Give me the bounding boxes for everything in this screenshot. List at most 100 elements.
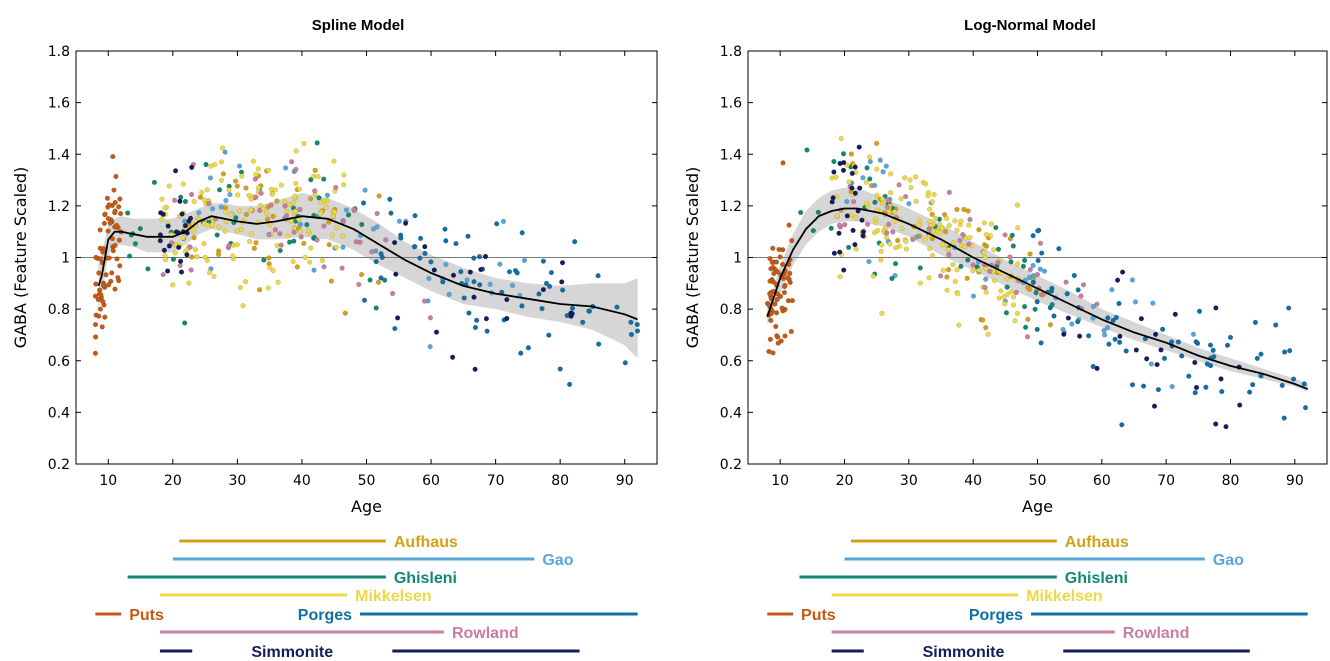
study-label-rowland: Rowland	[1123, 625, 1190, 642]
data-point-porges	[412, 213, 418, 219]
study-label-rowland: Rowland	[452, 625, 519, 642]
data-point-mikkelsen	[192, 246, 198, 253]
data-point-mikkelsen	[967, 235, 973, 241]
data-point-rowland	[842, 222, 848, 228]
data-point-mikkelsen	[903, 246, 910, 252]
data-point-mikkelsen	[228, 211, 234, 217]
data-point-porges	[1075, 319, 1081, 325]
data-point-rowland	[277, 231, 283, 237]
data-point-mikkelsen	[180, 181, 186, 187]
data-point-ghisleni	[203, 161, 209, 168]
x-tick-label: 30	[228, 473, 246, 489]
data-point-mikkelsen	[983, 289, 989, 295]
y-tick-label: 0.2	[48, 457, 70, 473]
data-point-porges	[494, 221, 500, 227]
data-point-ghisleni	[1032, 306, 1038, 312]
data-point-simmonite	[161, 247, 168, 253]
data-point-aufhaus	[945, 267, 952, 273]
data-point-porges	[634, 321, 640, 328]
data-point-gao	[1169, 384, 1175, 390]
data-point-porges	[387, 196, 393, 202]
data-point-gao	[521, 257, 528, 264]
study-label-puts: Puts	[129, 607, 164, 624]
data-point-mikkelsen	[917, 280, 924, 286]
data-point-rowland	[836, 222, 843, 228]
data-point-mikkelsen	[237, 208, 243, 214]
data-point-mikkelsen	[162, 205, 168, 211]
data-point-porges	[519, 230, 525, 236]
data-point-porges	[484, 328, 490, 334]
data-point-gao	[343, 207, 350, 213]
data-point-porges	[1258, 351, 1264, 357]
data-point-puts	[105, 216, 111, 222]
data-point-simmonite	[1094, 365, 1100, 372]
data-point-porges	[392, 326, 398, 332]
data-point-gao	[1109, 287, 1115, 293]
data-point-mikkelsen	[246, 192, 252, 199]
data-point-rowland	[390, 290, 396, 297]
data-point-rowland	[995, 260, 1001, 266]
data-point-rowland	[321, 223, 327, 229]
data-point-mikkelsen	[334, 225, 340, 231]
data-point-puts	[786, 222, 792, 228]
data-point-porges	[388, 210, 394, 216]
data-point-porges	[1155, 387, 1162, 393]
data-point-simmonite	[831, 169, 837, 175]
data-point-mikkelsen	[874, 166, 880, 172]
study-label-porges: Porges	[969, 607, 1023, 624]
data-point-simmonite	[1158, 347, 1164, 353]
data-point-ghisleni	[1004, 284, 1010, 290]
data-point-mikkelsen	[952, 218, 958, 224]
data-point-ghisleni	[1021, 257, 1028, 264]
data-point-porges	[1116, 339, 1123, 345]
data-point-rowland	[272, 227, 279, 233]
data-point-simmonite	[403, 220, 409, 226]
data-point-puts	[785, 275, 791, 281]
data-point-mikkelsen	[846, 179, 852, 185]
data-point-puts	[117, 211, 124, 217]
data-point-mikkelsen	[275, 279, 281, 285]
data-point-rowland	[340, 219, 347, 225]
data-point-porges	[540, 258, 547, 264]
data-point-aufhaus	[1027, 286, 1033, 293]
data-point-aufhaus	[942, 228, 949, 235]
data-point-simmonite	[837, 249, 843, 255]
data-point-simmonite	[179, 211, 185, 217]
x-tick-label: 40	[293, 473, 311, 489]
chart-panel-2: Log-Normal Model 10 20 30 40 50 60 70 80 90 0.2 0.4…	[683, 17, 1328, 661]
data-point-mikkelsen	[297, 228, 303, 235]
study-label-ghisleni: Ghisleni	[394, 570, 457, 587]
data-point-simmonite	[166, 243, 173, 249]
data-point-mikkelsen	[163, 257, 169, 263]
data-point-puts	[109, 270, 115, 276]
data-point-porges	[1064, 291, 1070, 297]
data-point-rowland	[1037, 240, 1044, 246]
data-point-simmonite	[467, 269, 473, 275]
data-point-porges	[1129, 382, 1136, 388]
data-point-ghisleni	[1008, 259, 1014, 265]
data-point-rowland	[864, 221, 871, 227]
data-point-porges	[1203, 384, 1209, 390]
data-point-porges	[1179, 353, 1185, 359]
data-point-porges	[1207, 342, 1214, 348]
data-point-porges	[518, 350, 524, 356]
data-point-simmonite	[482, 253, 489, 260]
data-point-porges	[1119, 422, 1125, 428]
data-point-simmonite	[471, 294, 477, 300]
data-point-simmonite	[1117, 333, 1123, 339]
data-point-mikkelsen	[981, 249, 987, 256]
data-point-porges	[519, 303, 525, 309]
data-point-mikkelsen	[874, 192, 880, 198]
data-point-aufhaus	[257, 287, 263, 293]
data-point-mikkelsen	[891, 209, 898, 215]
data-point-simmonite	[1192, 359, 1198, 366]
data-point-porges	[569, 305, 576, 311]
data-point-puts	[767, 278, 773, 284]
data-point-mikkelsen	[939, 225, 945, 231]
data-point-gao	[487, 281, 493, 287]
data-point-puts	[775, 340, 781, 346]
study-label-aufhaus: Aufhaus	[394, 534, 458, 551]
data-point-porges	[1056, 246, 1062, 252]
study-label-gao: Gao	[542, 552, 573, 569]
